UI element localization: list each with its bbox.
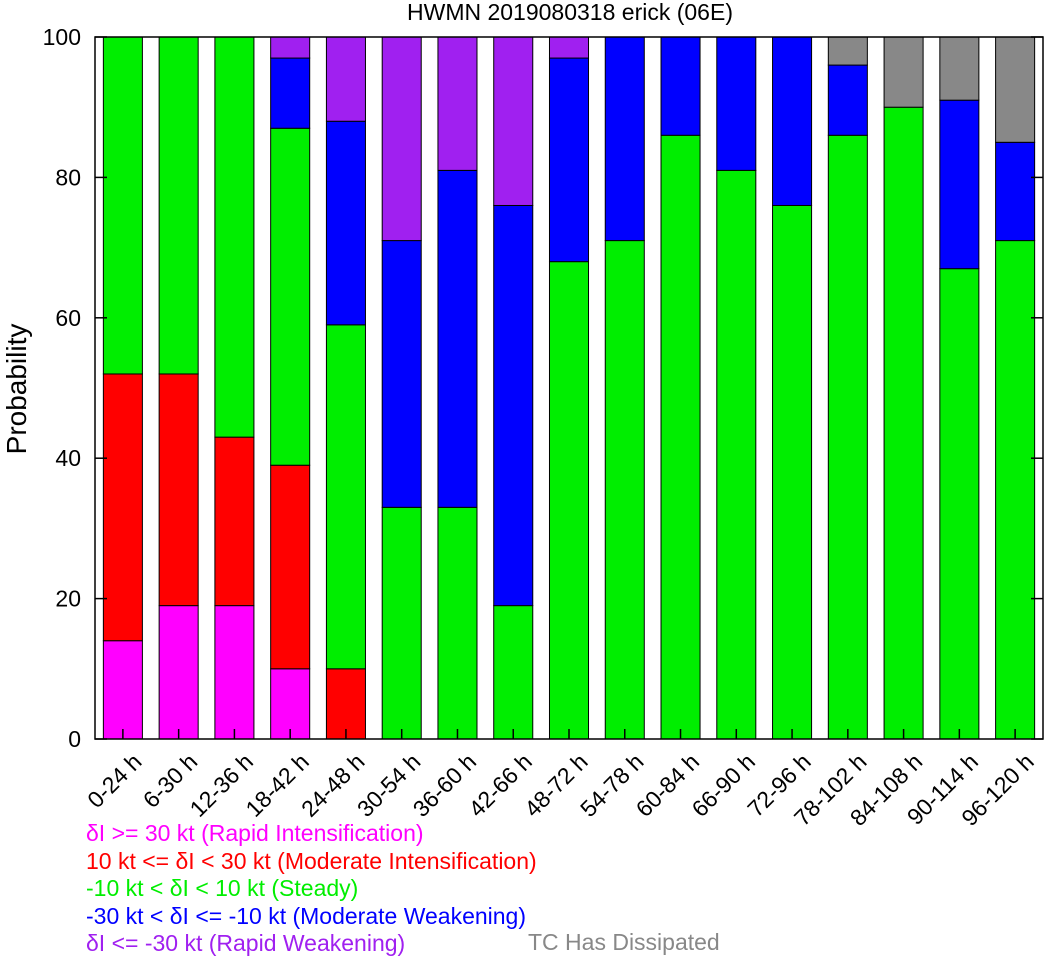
y-tick-label-0: 0 <box>68 726 81 752</box>
bar-steady-1 <box>158 36 199 375</box>
legend: δI >= 30 kt (Rapid Intensification) 10 k… <box>86 820 537 958</box>
bar-mw-12 <box>772 36 813 206</box>
bar-rw-3 <box>270 36 311 59</box>
bar-steady-16 <box>995 240 1036 740</box>
bar-dissipated-14 <box>883 36 924 108</box>
bar-steady-9 <box>604 240 645 740</box>
bar-steady-6 <box>437 506 478 740</box>
bar-ri-3 <box>270 668 311 740</box>
bar-steady-7 <box>493 605 534 740</box>
bar-steady-8 <box>548 261 590 740</box>
bar-mw-10 <box>660 36 701 136</box>
bar-steady-15 <box>939 268 980 740</box>
bar-steady-11 <box>716 169 757 740</box>
bar-mw-7 <box>493 204 534 607</box>
y-tick-label-2: 40 <box>55 445 81 471</box>
y-tick-label-4: 80 <box>55 164 81 190</box>
bar-mw-9 <box>604 36 645 242</box>
bar-mw-6 <box>437 169 478 508</box>
bar-rw-6 <box>437 36 478 171</box>
legend-item-rapid-intensification: δI >= 30 kt (Rapid Intensification) <box>86 820 424 846</box>
bar-steady-4 <box>325 324 366 670</box>
legend-item-rapid-weakening: δI <= -30 kt (Rapid Weakening) <box>86 930 406 956</box>
bar-mi-3 <box>270 464 311 670</box>
bar-mi-4 <box>325 668 366 740</box>
bar-steady-14 <box>883 106 924 740</box>
legend-item-moderate-weakening: -30 kt < δI <= -10 kt (Moderate Weakenin… <box>86 902 527 929</box>
bar-rw-7 <box>493 36 534 206</box>
bar-steady-5 <box>381 506 422 740</box>
chart-title: HWMN 2019080318 erick (06E) <box>407 0 733 25</box>
bar-ri-2 <box>214 605 255 740</box>
bar-rw-8 <box>548 36 590 59</box>
bar-mi-1 <box>158 373 199 607</box>
bar-mi-2 <box>214 436 255 607</box>
y-tick-label-5: 100 <box>43 24 81 50</box>
bar-steady-0 <box>102 36 143 375</box>
bar-mw-3 <box>270 57 311 129</box>
bar-mi-0 <box>102 373 143 642</box>
bar-mw-5 <box>381 240 422 508</box>
bar-steady-13 <box>827 134 868 740</box>
y-axis-label: Probability <box>1 324 32 455</box>
bar-ri-1 <box>158 605 199 740</box>
bar-mw-16 <box>995 141 1036 242</box>
bar-steady-10 <box>660 134 701 740</box>
bar-mw-8 <box>548 57 590 263</box>
bar-mw-4 <box>325 120 366 326</box>
bar-dissipated-16 <box>995 36 1036 143</box>
legend-item-moderate-intensification: 10 kt <= δI < 30 kt (Moderate Intensific… <box>86 847 537 874</box>
legend-item-tc-dissipated: TC Has Dissipated <box>528 929 720 955</box>
bar-mw-13 <box>827 64 868 136</box>
bar-dissipated-13 <box>827 36 868 66</box>
bar-dissipated-15 <box>939 36 980 101</box>
bar-ri-0 <box>102 640 143 740</box>
bar-steady-3 <box>270 127 311 466</box>
bar-mw-15 <box>939 99 980 270</box>
bar-steady-2 <box>214 36 255 438</box>
bars-layer <box>102 36 1036 740</box>
bar-rw-5 <box>381 36 422 242</box>
x-tick-label-0: 0-24 h <box>82 748 147 813</box>
y-tick-label-3: 60 <box>55 305 81 331</box>
legend-item-steady: -10 kt < δI < 10 kt (Steady) <box>86 875 359 901</box>
bar-steady-12 <box>772 204 813 740</box>
bar-mw-11 <box>716 36 757 171</box>
bar-rw-4 <box>325 36 366 122</box>
y-tick-label-1: 20 <box>55 586 81 612</box>
